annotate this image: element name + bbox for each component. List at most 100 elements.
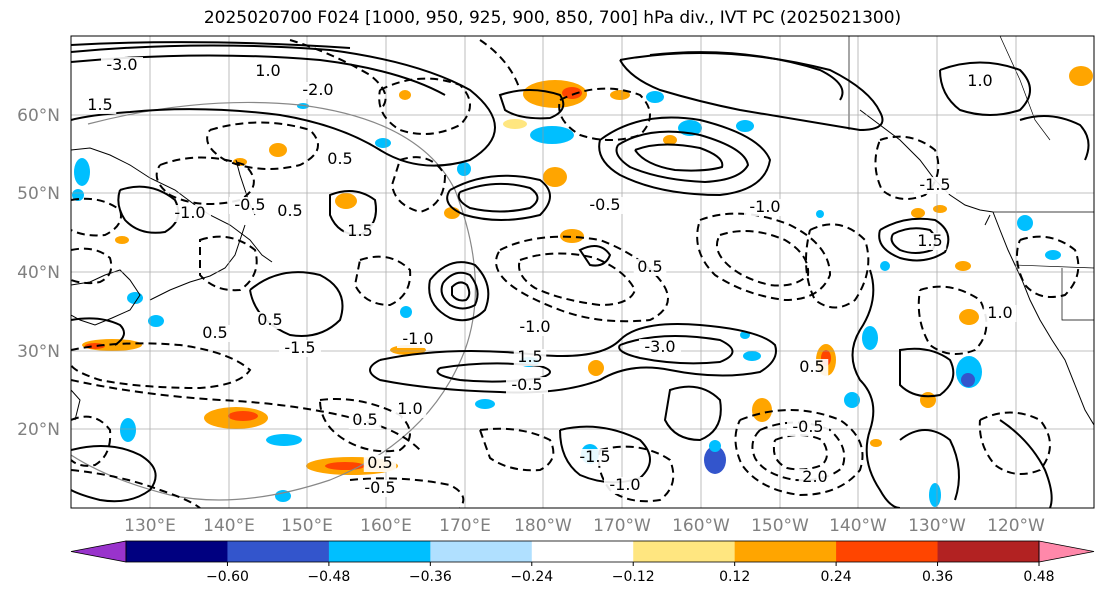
reference-circle xyxy=(71,101,476,501)
contour-label: 1.5 xyxy=(347,221,372,240)
contour-label: 0.5 xyxy=(799,357,824,376)
contour-label: -1.0 xyxy=(519,317,550,336)
contour-label-bg xyxy=(198,325,232,342)
contour-label: 0.5 xyxy=(352,410,377,429)
contour-label-bg xyxy=(251,63,285,80)
contour-label-bg xyxy=(963,73,997,90)
colorbar-tick-label: 0.12 xyxy=(719,569,750,585)
colorbar: −0.60 −0.48 −0.36 −0.24 −0.12 0.12 0.24 0.36 0.4… xyxy=(70,540,1095,585)
contour-label-bg xyxy=(279,340,321,357)
contour-label-bg xyxy=(83,97,117,114)
colorbar-tick-label: −0.24 xyxy=(510,569,553,585)
contour-label-bg xyxy=(983,305,1017,322)
lon-label-120w: 120°W xyxy=(987,516,1045,536)
contour-label: -1.0 xyxy=(609,475,640,494)
map-frame xyxy=(70,35,1095,509)
contour-label: 1.0 xyxy=(397,399,422,418)
lon-label-160w: 160°W xyxy=(672,516,730,536)
contour-label: 2.0 xyxy=(802,467,827,486)
lon-label-180w: 180°W xyxy=(514,516,572,536)
contour-label: 1.0 xyxy=(987,303,1012,322)
contour-label-bg xyxy=(787,419,829,436)
contour-label-bg xyxy=(343,223,377,240)
contour-label: 0.5 xyxy=(637,257,662,276)
latitude-labels: 60°N 50°N 40°N 30°N 20°N xyxy=(17,106,60,440)
contour-label-bg xyxy=(744,199,786,216)
contour-label-bg xyxy=(229,197,271,214)
colorbar-tick-label: 0.48 xyxy=(1023,569,1054,585)
colorbar-segment xyxy=(328,541,431,562)
contour-label-bg xyxy=(506,377,548,394)
contour-label-bg xyxy=(253,312,287,329)
lon-label-130w: 130°W xyxy=(908,516,966,536)
lat-label-50n: 50°N xyxy=(17,184,60,204)
colorbar-segment xyxy=(937,541,1040,562)
contour-label-bg xyxy=(397,331,439,348)
contour-label-bg xyxy=(584,197,626,214)
contour-label-bg xyxy=(348,412,382,429)
longitude-labels: 130°E 140°E 150°E 160°E 170°E 180°W 170°… xyxy=(124,516,1045,536)
lon-label-170e: 170°E xyxy=(439,516,491,536)
contour-label-bg xyxy=(323,151,357,168)
contour-label: 1.5 xyxy=(517,347,542,366)
contour-label-bg xyxy=(297,82,339,99)
colorbar-segment xyxy=(531,541,634,562)
colorbar-segment xyxy=(126,541,228,562)
colorbar-tick-label: −0.60 xyxy=(206,569,249,585)
contour-label-bg xyxy=(914,177,956,194)
colorbar-tick-label: −0.12 xyxy=(612,569,655,585)
contour-label: -0.5 xyxy=(364,478,395,497)
colorbar-segment xyxy=(633,541,736,562)
contour-label: -0.5 xyxy=(792,417,823,436)
contour-label-bg xyxy=(798,469,832,486)
contour-label: -1.0 xyxy=(402,329,433,348)
contour-label: 0.5 xyxy=(202,323,227,342)
lon-label-140e: 140°E xyxy=(203,516,255,536)
colorbar-segment xyxy=(836,541,939,562)
map-plot-area xyxy=(71,36,1094,508)
colorbar-frame xyxy=(125,540,1040,563)
contour-label: -1.5 xyxy=(284,338,315,357)
contour-label: 1.0 xyxy=(255,61,280,80)
contour-label: -0.5 xyxy=(589,195,620,214)
contour-label: -1.0 xyxy=(749,197,780,216)
lon-label-130e: 130°E xyxy=(124,516,176,536)
contour-label-bg xyxy=(633,259,667,276)
map-title: 2025020700 F024 [1000, 950, 925, 900, 85… xyxy=(203,8,902,28)
colorbar-tick-label: −0.36 xyxy=(409,569,452,585)
coastlines xyxy=(71,109,1094,426)
contour-label: 1.5 xyxy=(917,231,942,250)
colorbar-tick-label: 0.24 xyxy=(821,569,852,585)
contour-label: 0.5 xyxy=(257,310,282,329)
contour-label: 1.5 xyxy=(87,95,112,114)
contour-label-bg xyxy=(393,401,427,418)
contour-label: -1.0 xyxy=(174,203,205,222)
colorbar-segment xyxy=(227,541,330,562)
contour-label-bg xyxy=(574,449,616,466)
contour-label: -1.5 xyxy=(579,447,610,466)
contour-label: -0.5 xyxy=(234,195,265,214)
contour-label-bg xyxy=(604,477,646,494)
colorbar-extend-high xyxy=(1038,540,1095,563)
lat-label-40n: 40°N xyxy=(17,263,60,283)
lon-label-140w: 140°W xyxy=(829,516,887,536)
lon-label-150e: 150°E xyxy=(281,516,333,536)
colorbar-segment xyxy=(734,541,837,562)
colorbar-tick-label: −0.48 xyxy=(307,569,350,585)
contour-label: 0.5 xyxy=(277,201,302,220)
contour-label-bg xyxy=(273,203,307,220)
lon-label-170w: 170°W xyxy=(593,516,651,536)
contour-label: -0.5 xyxy=(511,375,542,394)
lat-label-60n: 60°N xyxy=(17,106,60,126)
contour-label: 1.0 xyxy=(967,71,992,90)
contour-labels: -3.01.51.0-2.00.51.5-0.5 0.5-1.00.5-1.50.… xyxy=(83,55,1017,497)
contour-label-bg xyxy=(359,480,401,497)
contour-label: 0.5 xyxy=(367,453,392,472)
contour-label-bg xyxy=(913,233,947,250)
colorbar-tick-label: 0.36 xyxy=(922,569,953,585)
contour-label-bg xyxy=(169,205,211,222)
colorbar-extend-low xyxy=(70,540,127,563)
contour-label-bg xyxy=(363,455,397,472)
lon-label-160e: 160°E xyxy=(360,516,412,536)
contour-label-bg xyxy=(514,319,556,336)
